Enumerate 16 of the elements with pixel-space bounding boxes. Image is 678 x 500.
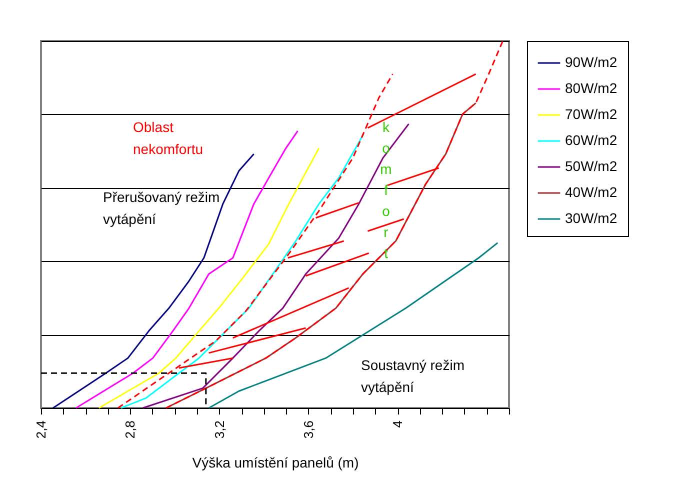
legend-label: 60W/m2 bbox=[565, 132, 618, 148]
legend-label: 80W/m2 bbox=[565, 80, 618, 96]
legend-label: 40W/m2 bbox=[565, 184, 618, 200]
x-tick-label: 4 bbox=[390, 420, 406, 428]
x-tick-label: 3,6 bbox=[300, 420, 316, 439]
legend-label: 90W/m2 bbox=[565, 54, 618, 70]
x-tick-label: 2,4 bbox=[34, 420, 48, 439]
x-tick-label: 2,8 bbox=[122, 420, 138, 439]
x-tick-label: 3,2 bbox=[212, 420, 227, 439]
legend-label: 50W/m2 bbox=[565, 158, 618, 174]
annotation: Oblast nekomfortu bbox=[133, 119, 204, 157]
legend-label: 30W/m2 bbox=[565, 210, 618, 226]
annotation: Přerušovaný režim vytápění bbox=[103, 189, 220, 227]
annotation: Soustavný režim vytápění bbox=[361, 357, 464, 395]
legend-label: 70W/m2 bbox=[565, 106, 618, 122]
x-axis-title: Výška umístění panelů (m) bbox=[192, 454, 359, 471]
